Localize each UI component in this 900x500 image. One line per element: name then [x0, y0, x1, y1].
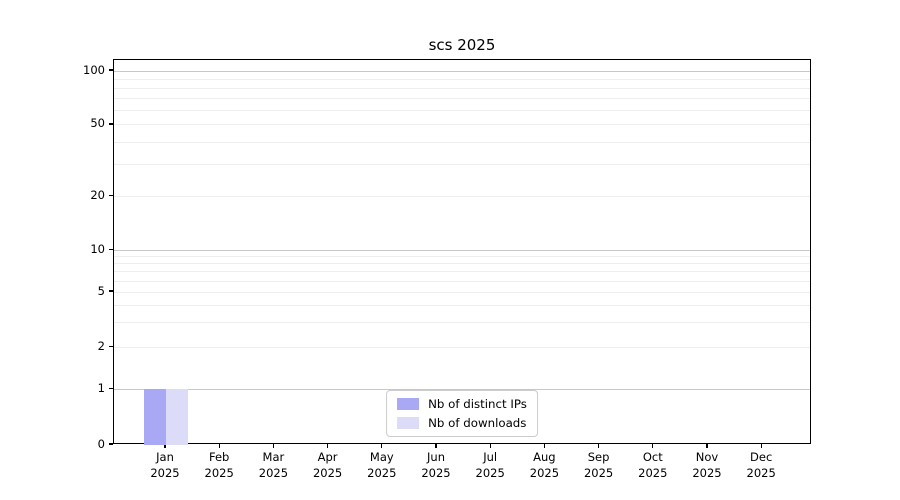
gridline-y-50	[114, 124, 810, 126]
y-tick-label-20: 20	[90, 187, 105, 202]
x-tick-jul-2025	[489, 444, 491, 448]
y-tick-label-0: 0	[97, 436, 105, 451]
gridline-y-80	[114, 87, 810, 89]
x-tick-label-nov-2025: Nov 2025	[692, 450, 722, 480]
gridline-y-30	[114, 164, 810, 166]
y-tick-label-1: 1	[97, 380, 105, 395]
gridline-y-4	[114, 304, 810, 306]
legend-swatch-distinct-ips	[397, 398, 420, 410]
x-tick-label-jul-2025: Jul 2025	[475, 450, 505, 480]
legend-swatch-downloads	[397, 417, 420, 429]
bar-nb-of-distinct-ips-jan-2025	[144, 389, 166, 445]
y-tick-label-10: 10	[90, 241, 105, 256]
y-tick-label-100: 100	[83, 62, 105, 77]
x-tick-jun-2025	[435, 444, 437, 448]
gridline-y-20	[114, 195, 810, 197]
y-tick-0	[109, 443, 113, 445]
gridline-y-7	[114, 271, 810, 273]
gridline-y-90	[114, 78, 810, 80]
gridline-y-2	[114, 346, 810, 348]
x-tick-jan-2025	[164, 444, 166, 448]
gridline-y-40	[114, 141, 810, 143]
x-tick-label-jan-2025: Jan 2025	[150, 450, 180, 480]
x-tick-dec-2025	[760, 444, 762, 448]
x-tick-aug-2025	[543, 444, 545, 448]
gridline-major-y-10	[114, 249, 810, 251]
plot-area: Nb of distinct IPs Nb of downloads	[113, 59, 811, 445]
x-tick-label-sep-2025: Sep 2025	[583, 450, 614, 480]
x-tick-label-dec-2025: Dec 2025	[746, 450, 776, 480]
y-tick-label-5: 5	[97, 283, 105, 298]
y-tick-label-2: 2	[97, 338, 105, 353]
legend-item-downloads: Nb of downloads	[397, 416, 527, 430]
y-tick-100	[109, 69, 113, 71]
y-tick-50	[109, 123, 113, 125]
y-tick-2	[109, 345, 113, 347]
gridline-y-70	[114, 98, 810, 100]
gridline-y-6	[114, 280, 810, 282]
x-tick-sep-2025	[598, 444, 600, 448]
legend-label-downloads: Nb of downloads	[428, 416, 527, 430]
y-tick-10	[109, 248, 113, 250]
gridline-y-60	[114, 110, 810, 112]
gridline-y-5	[114, 291, 810, 293]
x-tick-label-may-2025: May 2025	[367, 450, 397, 480]
x-tick-label-apr-2025: Apr 2025	[312, 450, 343, 480]
legend-label-distinct-ips: Nb of distinct IPs	[428, 397, 527, 411]
x-tick-label-oct-2025: Oct 2025	[638, 450, 668, 480]
y-tick-label-50: 50	[90, 116, 105, 131]
y-tick-20	[109, 194, 113, 196]
x-tick-label-jun-2025: Jun 2025	[421, 450, 451, 480]
y-tick-1	[109, 387, 113, 389]
x-tick-label-mar-2025: Mar 2025	[258, 450, 289, 480]
bar-nb-of-downloads-jan-2025	[166, 389, 188, 445]
x-tick-may-2025	[381, 444, 383, 448]
gridline-y-9	[114, 256, 810, 258]
gridline-y-8	[114, 263, 810, 265]
x-tick-apr-2025	[327, 444, 329, 448]
legend-item-distinct-ips: Nb of distinct IPs	[397, 397, 527, 411]
x-tick-nov-2025	[706, 444, 708, 448]
gridline-y-3	[114, 322, 810, 324]
y-tick-5	[109, 290, 113, 292]
gridline-major-y-100	[114, 70, 810, 72]
x-tick-feb-2025	[218, 444, 220, 448]
legend: Nb of distinct IPs Nb of downloads	[386, 390, 538, 437]
x-tick-label-aug-2025: Aug 2025	[529, 450, 560, 480]
x-tick-label-feb-2025: Feb 2025	[204, 450, 234, 480]
x-tick-oct-2025	[652, 444, 654, 448]
gridline-major-y-1	[114, 388, 810, 390]
chart-title: scs 2025	[428, 36, 496, 54]
x-tick-mar-2025	[272, 444, 274, 448]
